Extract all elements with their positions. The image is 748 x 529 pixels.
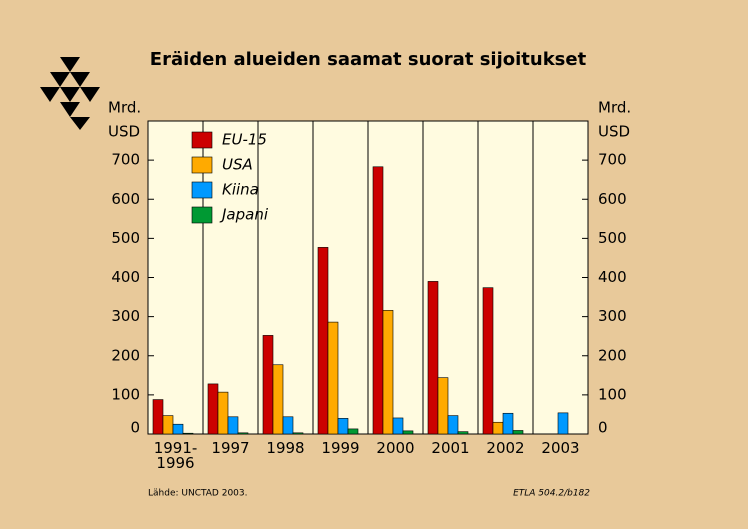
x-tick-label: 1998 — [266, 439, 305, 457]
x-tick-label: 1991- 1996 — [153, 439, 198, 472]
legend-swatch — [191, 206, 213, 224]
y-tick-label: 100 — [111, 385, 140, 403]
bar — [392, 417, 404, 435]
code: ETLA 504.2/b182 — [513, 489, 590, 499]
y-axis-label: USD — [108, 123, 140, 141]
bar — [482, 287, 494, 435]
bar — [282, 416, 294, 435]
y2-tick-label: 300 — [598, 307, 627, 325]
y-tick-label: 600 — [111, 190, 140, 208]
legend-swatch — [191, 131, 213, 149]
y2-tick-label: 500 — [598, 229, 627, 247]
bar — [292, 432, 304, 435]
y-tick-label: 200 — [111, 346, 140, 364]
x-tick-label: 2001 — [431, 439, 470, 457]
bar — [227, 416, 239, 435]
y2-tick-label: 400 — [598, 268, 627, 286]
y2-tick-label: 200 — [598, 346, 627, 364]
chart-title: Eräiden alueiden saamat suorat sijoituks… — [150, 49, 587, 70]
bar — [502, 412, 514, 435]
bar — [237, 432, 249, 435]
bar — [152, 399, 164, 435]
legend-label: EU-15 — [222, 131, 267, 149]
y-tick-label: 300 — [111, 307, 140, 325]
legend-label: Japani — [219, 206, 269, 224]
y-tick-label: 500 — [111, 229, 140, 247]
y-tick-label: 0 — [130, 419, 140, 437]
bar — [337, 418, 349, 435]
y-axis-label: Mrd. — [108, 99, 141, 117]
bar — [372, 166, 384, 435]
y2-tick-label: 100 — [598, 385, 627, 403]
bar — [162, 415, 174, 435]
bar — [272, 364, 284, 435]
bar — [172, 423, 184, 435]
bar — [382, 310, 394, 435]
x-tick-label: 1997 — [211, 439, 250, 457]
legend-label: Kiina — [222, 181, 259, 199]
y2-tick-label: 700 — [598, 151, 627, 169]
y2-axis-label: Mrd. — [598, 99, 631, 117]
logo — [40, 57, 100, 130]
bar — [492, 421, 504, 435]
legend-swatch — [191, 156, 213, 174]
source: Lähde: UNCTAD 2003. — [148, 489, 248, 499]
bar — [317, 247, 329, 435]
y-tick-label: 700 — [111, 151, 140, 169]
bar — [327, 321, 339, 435]
bar — [447, 415, 459, 435]
legend-label: USA — [222, 156, 253, 174]
y-tick-label: 400 — [111, 268, 140, 286]
bar — [347, 428, 359, 435]
y2-axis-label: USD — [598, 123, 630, 141]
bar — [182, 432, 194, 435]
y2-tick-label: 600 — [598, 190, 627, 208]
x-tick-label: 2000 — [376, 439, 415, 457]
y2-tick-label: 0 — [598, 419, 608, 437]
x-tick-label: 1999 — [321, 439, 360, 457]
bar — [457, 431, 469, 435]
bar — [557, 412, 569, 435]
bar — [437, 377, 449, 435]
x-tick-label: 2003 — [541, 439, 580, 457]
bar — [207, 383, 219, 435]
bar — [512, 430, 524, 435]
bar — [262, 335, 274, 435]
x-tick-label: 2002 — [486, 439, 525, 457]
legend-swatch — [191, 181, 213, 199]
bar — [402, 430, 414, 435]
bar — [427, 281, 439, 435]
bar — [217, 391, 229, 435]
